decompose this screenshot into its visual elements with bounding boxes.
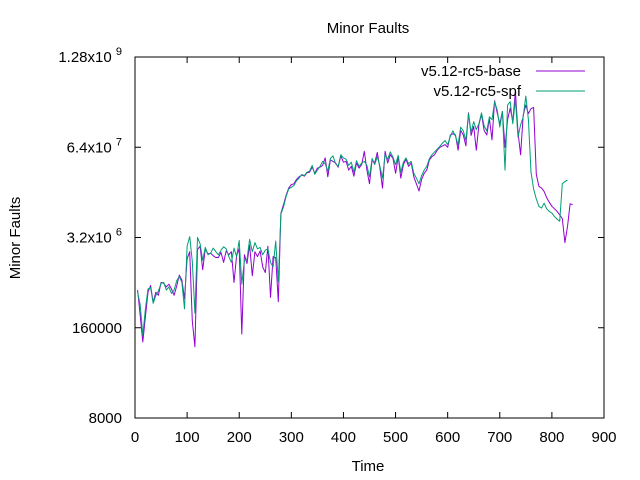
x-tick-label: 0 [131,429,139,446]
y-tick-label: 1.28x10 9 [58,46,122,66]
x-tick-label: 200 [227,429,252,446]
y-tick-label: 8000 [89,410,122,427]
y-tick-label: 6.4x10 7 [67,136,122,156]
legend-label-base: v5.12-rc5-base [421,63,521,80]
series-lines [137,90,573,348]
chart-title: Minor Faults [327,20,410,37]
series-line-base [137,90,573,348]
legend-label-spf: v5.12-rc5-spf [433,83,521,100]
x-tick-label: 900 [591,429,616,446]
x-tick-label: 300 [279,429,304,446]
legend: v5.12-rc5-base v5.12-rc5-spf [421,63,585,100]
x-tick-label: 500 [383,429,408,446]
x-tick-label: 100 [175,429,200,446]
axis-ticks: 0 100 200 300 400 500 600 700 800 900 8000 160000 3.… [58,46,616,446]
y-tick-label: 3.2x10 6 [67,227,122,247]
y-tick-label: 160000 [72,320,122,337]
x-tick-label: 600 [435,429,460,446]
series-line-spf [137,95,568,336]
x-tick-label: 800 [539,429,564,446]
x-tick-label: 700 [487,429,512,446]
y-axis-label: Minor Faults [7,197,24,280]
x-axis-label: Time [352,458,385,475]
x-tick-label: 400 [331,429,356,446]
plot-frame [134,56,605,419]
